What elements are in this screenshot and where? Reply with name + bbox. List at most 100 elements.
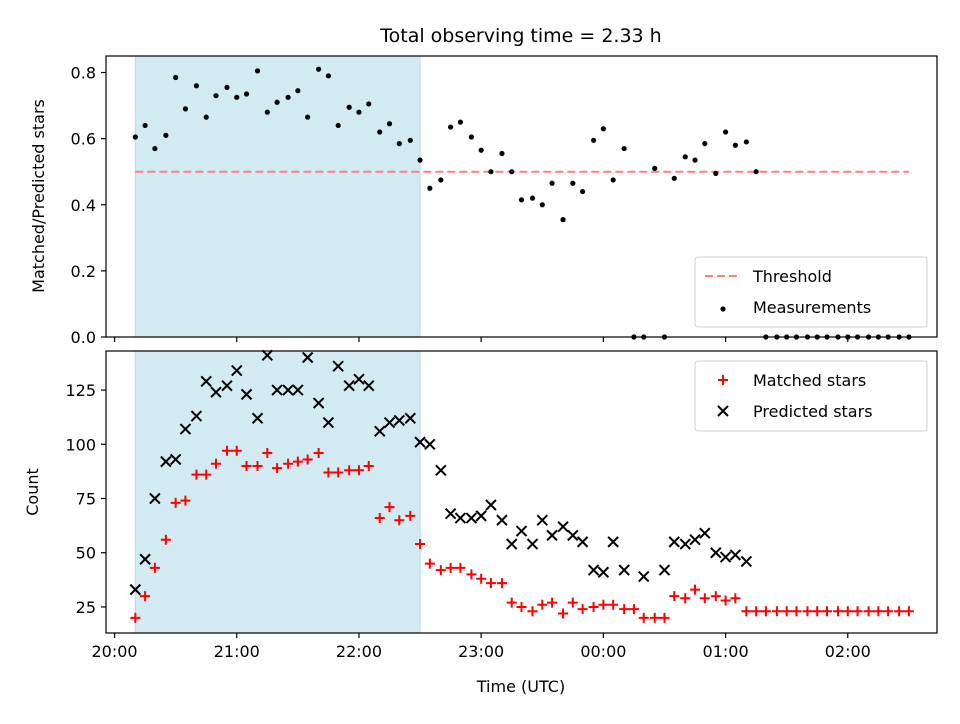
matched-star-point [659,612,670,623]
measurement-point [743,139,749,145]
predicted-star-point [169,453,182,466]
matched-star-point [170,497,181,508]
bottom-panel: 25 50 75 100 125 20:00 21:00 22:00 23:00 00:00 01:… [65,349,938,661]
predicted-star-point [231,364,243,377]
matched-star-point [894,606,905,617]
predicted-star-point [435,464,447,477]
predicted-star-point [160,455,172,468]
predicted-star-point [587,564,600,576]
bottom-series-2 [129,349,753,596]
matched-star-point [160,534,171,545]
predicted-star-point [515,525,528,537]
matched-star-point [283,458,294,469]
matched-star-point [537,599,548,610]
matched-star-point [455,562,466,573]
predicted-star-point [496,514,508,526]
bottom-series-1 [130,445,914,623]
matched-star-point [191,469,202,480]
measurement-point [295,88,301,94]
measurement-point [671,175,677,181]
x-tick-label: 23:00 [458,642,504,661]
matched-star-point [558,608,569,619]
matched-star-point [485,578,496,589]
top-legend-box [694,256,928,328]
matched-star-point [883,606,894,617]
measurement-point [386,121,393,127]
measurement-point [182,106,189,112]
predicted-star-point [393,414,406,427]
measurement-point [591,137,597,143]
measurement-point [560,217,566,223]
measurement-point [407,137,413,143]
measurement-point [427,185,433,191]
top-y-tick-label: 0.4 [71,196,96,215]
predicted-star-point [363,380,375,392]
bottom-legend: Matched stars Predicted stars [694,360,928,432]
matched-star-point [822,606,833,617]
measurement-point [193,83,200,89]
matched-star-point [608,599,619,610]
x-tick-label: 01:00 [703,642,749,661]
predicted-star-point [200,375,212,388]
predicted-star-point [343,380,355,392]
bottom-shaded-span [134,350,421,634]
matched-star-point [588,601,599,612]
measurement-point [610,177,616,183]
measurement-point [488,169,494,175]
matched-star-point [741,606,752,617]
matched-star-point [415,539,426,550]
measurement-point [570,180,576,186]
matched-star-point [699,593,710,604]
predicted-star-point [292,384,304,396]
top-y-tick-label: 0.8 [71,64,96,83]
predicted-star-point [129,583,142,596]
measurement-point [417,157,423,163]
matched-star-point [221,445,232,456]
matched-star-point [577,604,588,615]
bottom-y-tick-label: 125 [65,381,96,400]
measurement-point [518,197,525,203]
top-plot-frame [105,55,938,338]
matched-star-point [272,463,283,474]
measurement-point [509,169,515,175]
matched-star-point [649,612,660,623]
matched-star-point [751,606,762,617]
predicted-star-point [424,438,436,450]
matched-star-point [149,562,160,573]
measurement-point [529,195,536,201]
matched-star-point [760,606,771,617]
measurement-point [274,99,280,105]
matched-star-point [323,467,334,478]
measurement-point [325,73,332,79]
matched-star-point [476,573,487,584]
legend-predicted-swatch [717,405,729,417]
measurement-point [732,142,738,148]
predicted-star-point [444,507,457,520]
measurement-point [682,154,688,160]
predicted-star-point [526,538,539,550]
top-legend: Threshold Measurements [694,256,928,328]
bottom-y-tick-label: 25 [76,598,96,617]
matched-star-point [374,513,385,524]
measurement-point [335,122,341,129]
matched-star-point [516,601,527,612]
predicted-star-point [139,553,151,565]
bottom-y-axis-title: Count [23,468,42,516]
matched-star-point [353,465,364,476]
predicted-star-point [576,536,589,548]
bottom-plot-frame [105,350,938,634]
measurement-point [366,101,372,107]
matched-star-point [262,447,273,458]
predicted-star-point [618,564,630,576]
measurement-point [396,141,402,147]
predicted-star-point [332,360,344,372]
top-y-axis-title: Matched/Predicted stars [29,99,48,293]
legend-measurements-swatch [720,306,726,312]
matched-star-point [201,469,212,480]
bottom-y-tick-label: 50 [76,544,96,563]
predicted-star-point [312,397,325,409]
measurement-point [285,94,291,100]
measurement-point [692,157,698,163]
bottom-legend-box [694,360,928,432]
measurement-point [163,132,169,138]
